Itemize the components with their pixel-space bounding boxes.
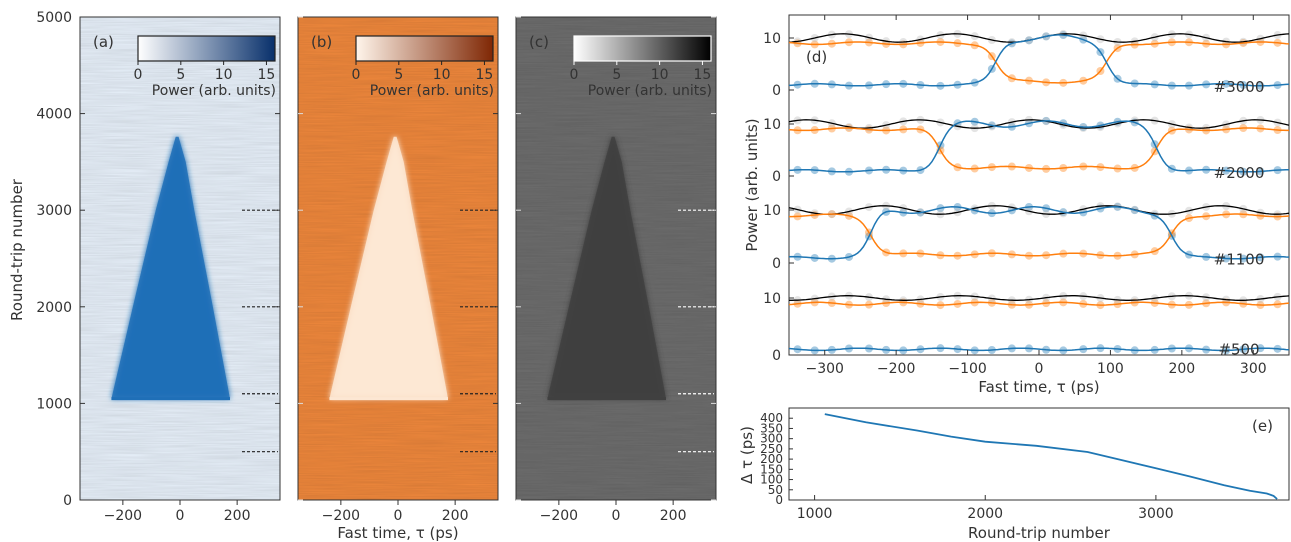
colorbar (355, 35, 494, 62)
colorbar-tick-label: 10 (215, 67, 233, 83)
heatmap-ylabel: Round-trip number (8, 178, 26, 321)
x-tick-label: 100 (1097, 361, 1124, 377)
trace-tick-label: 0 (772, 169, 781, 185)
y-tick-label: 300 (760, 432, 783, 446)
colorbar-tick-label: 0 (352, 67, 361, 83)
x-tick-label: 1000 (797, 506, 833, 522)
x-tick-label: 2000 (967, 506, 1003, 522)
panel-d-xlabel: Fast time, τ (ps) (978, 378, 1099, 396)
x-tick-label: 300 (1240, 361, 1267, 377)
x-tick-label: 0 (612, 508, 621, 524)
x-tick-label: 200 (442, 508, 469, 524)
x-tick-label: −200 (877, 361, 915, 377)
x-tick-label: −300 (805, 361, 843, 377)
series-orange-line (788, 41, 1290, 84)
panel-d-ylabel: Power (arb. units) (743, 118, 761, 251)
colorbar-tick-label: 15 (694, 67, 712, 83)
x-tick-label: −200 (322, 508, 360, 524)
series-total-line (788, 119, 1290, 129)
series-blue-line (788, 347, 1290, 352)
y-tick-label: 2000 (36, 300, 72, 316)
x-tick-label: 200 (224, 508, 251, 524)
y-tick-label: 200 (760, 452, 783, 466)
series-orange-line (789, 213, 1290, 257)
colorbar-tick-label: 0 (134, 67, 143, 83)
y-tick-label: 250 (760, 442, 783, 456)
heatmap-dome-core (329, 136, 448, 399)
y-tick-label: 4000 (36, 107, 72, 123)
panel-label: (b) (311, 33, 332, 51)
y-tick-label: 150 (760, 462, 783, 476)
colorbar-tick-label: 10 (433, 67, 451, 83)
panel-e-ylabel: Δ τ (ps) (738, 426, 756, 484)
trace-tick-label: 10 (763, 117, 781, 133)
y-tick-label: 0 (775, 493, 783, 507)
y-tick-label: 3000 (36, 203, 72, 219)
trace-tick-label: 0 (772, 256, 781, 272)
trace-label: #2000 (1214, 164, 1265, 182)
y-tick-label: 1000 (36, 396, 72, 412)
heatmap-dome-core (111, 136, 230, 399)
x-tick-label: 200 (1168, 361, 1195, 377)
trace-label: #1100 (1214, 251, 1265, 269)
panel-e-label: (e) (1252, 417, 1273, 435)
trace-tick-label: 10 (763, 31, 781, 47)
panel-d-label: (d) (806, 48, 827, 66)
x-tick-label: 0 (394, 508, 403, 524)
trace-tick-label: 0 (772, 348, 781, 364)
series-total-line (788, 205, 1290, 215)
y-tick-label: 5000 (36, 10, 72, 26)
x-tick-label: 0 (1035, 361, 1044, 377)
trace-tick-label: 10 (763, 203, 781, 219)
series-blue-line (788, 34, 1290, 87)
x-tick-label: 0 (176, 508, 185, 524)
heatmap-y-axis: 0 1000 2000 3000 4000 5000 (36, 10, 72, 509)
x-tick-label: −100 (948, 361, 986, 377)
colorbar-tick-label: 5 (612, 67, 621, 83)
trace-label: #500 (1218, 341, 1259, 359)
y-tick-label: 100 (760, 473, 783, 487)
series-blue-line (788, 206, 1290, 260)
panel-label: (c) (529, 33, 549, 51)
delta-tau-line (824, 413, 1278, 500)
x-tick-label: −200 (540, 508, 578, 524)
series-blue-line (788, 120, 1289, 173)
colorbar-tick-label: 15 (476, 67, 494, 83)
series-total-line (789, 295, 1290, 301)
panel-d-frame (788, 14, 1290, 356)
colorbar-label: Power (arb. units) (370, 83, 494, 99)
colorbar-tick-label: 5 (394, 67, 403, 83)
colorbar-tick-label: 15 (258, 67, 276, 83)
panel-label: (a) (93, 33, 114, 51)
trace-tick-label: 0 (772, 83, 781, 99)
y-tick-label: 350 (760, 421, 783, 435)
y-tick-label: 50 (768, 483, 783, 497)
series-orange-line (788, 127, 1289, 170)
y-tick-label: 400 (760, 411, 783, 425)
colorbar-label: Power (arb. units) (588, 83, 712, 99)
x-tick-label: 3000 (1138, 506, 1174, 522)
colorbar-tick-label: 5 (176, 67, 185, 83)
series-orange-line (788, 301, 1290, 306)
colorbar (573, 35, 712, 62)
panel-e-xlabel: Round-trip number (968, 524, 1111, 542)
colorbar-label: Power (arb. units) (152, 83, 276, 99)
trace-label: #3000 (1214, 78, 1265, 96)
heatmap-dome-core (547, 136, 666, 399)
heatmap-xlabel: Fast time, τ (ps) (337, 524, 458, 542)
trace-tick-label: 10 (763, 291, 781, 307)
colorbar-tick-label: 0 (570, 67, 579, 83)
x-tick-label: 200 (660, 508, 687, 524)
colorbar-tick-label: 10 (651, 67, 669, 83)
y-tick-label: 0 (63, 493, 72, 509)
x-tick-label: −200 (104, 508, 142, 524)
colorbar (137, 35, 276, 62)
